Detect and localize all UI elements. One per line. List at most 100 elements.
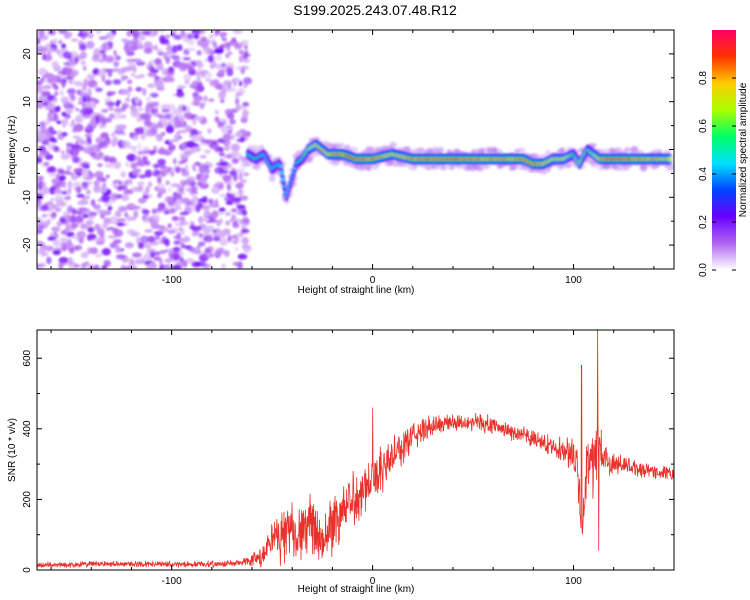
noise-blob <box>78 101 83 105</box>
noise-blob <box>206 252 215 258</box>
noise-blob <box>130 162 138 169</box>
spectrogram-x-tick-label: 0 <box>370 275 376 286</box>
noise-blob <box>211 232 217 236</box>
noise-blob <box>80 60 86 66</box>
noise-blob <box>166 166 172 174</box>
noise-blob <box>101 118 107 126</box>
noise-blob <box>51 211 57 218</box>
noise-blob <box>195 204 201 213</box>
noise-blob <box>105 101 116 107</box>
noise-blob <box>182 57 191 61</box>
noise-blob <box>120 194 130 202</box>
noise-blob <box>128 178 133 185</box>
noise-blob <box>171 264 182 269</box>
noise-blob <box>134 128 140 133</box>
noise-blob <box>137 181 145 187</box>
noise-blob <box>56 199 63 207</box>
noise-blob <box>208 198 214 206</box>
noise-blob <box>95 30 102 35</box>
noise-blob <box>135 61 146 66</box>
noise-blob <box>149 219 156 226</box>
noise-blob <box>38 67 48 76</box>
noise-blob <box>104 136 111 145</box>
noise-blob <box>214 249 221 255</box>
noise-blob <box>194 33 199 40</box>
noise-blob <box>51 178 58 184</box>
noise-blob <box>114 210 122 218</box>
noise-blob <box>73 168 83 173</box>
ridge-halo <box>511 163 518 169</box>
noise-blob <box>172 55 181 61</box>
noise-blob <box>128 145 138 150</box>
noise-blob <box>176 85 187 89</box>
noise-blob <box>216 230 227 239</box>
noise-blob <box>109 192 119 199</box>
noise-blob <box>137 142 142 151</box>
noise-blob <box>107 32 114 41</box>
noise-blob <box>161 68 168 76</box>
noise-blob <box>227 112 235 120</box>
noise-blob <box>77 90 82 95</box>
noise-blob <box>226 43 231 52</box>
noise-blob <box>113 112 121 121</box>
noise-blob <box>158 30 166 33</box>
noise-blob <box>68 92 76 99</box>
noise-blob <box>113 161 122 170</box>
noise-blob <box>151 208 157 215</box>
noise-blob <box>132 132 139 136</box>
noise-blob <box>165 206 170 215</box>
noise-blob <box>205 50 212 55</box>
noise-blob <box>89 118 97 125</box>
noise-blob <box>57 175 67 181</box>
noise-blob <box>208 98 215 103</box>
noise-blob <box>235 168 246 174</box>
noise-blob <box>219 193 227 197</box>
noise-blob <box>96 176 106 182</box>
noise-blob <box>176 91 185 98</box>
noise-blob <box>138 242 145 249</box>
snr-x-tick-label: 0 <box>370 576 376 587</box>
noise-blob <box>79 30 85 34</box>
noise-blob <box>146 96 151 103</box>
noise-blob <box>192 30 201 35</box>
noise-blob <box>179 186 185 194</box>
noise-blob <box>70 148 80 157</box>
noise-blob <box>202 226 211 234</box>
ridge-halo <box>441 165 447 171</box>
noise-blob <box>182 236 191 243</box>
noise-blob <box>131 252 142 258</box>
noise-blob <box>104 79 113 86</box>
noise-blob <box>198 216 204 224</box>
noise-blob <box>218 183 224 191</box>
noise-blob <box>190 129 199 137</box>
noise-blob <box>94 170 104 179</box>
noise-blob <box>84 142 90 150</box>
noise-blob <box>235 182 244 189</box>
noise-blob <box>146 247 156 254</box>
noise-blob <box>67 239 72 248</box>
noise-blob <box>241 223 247 229</box>
noise-blob <box>159 38 170 45</box>
noise-blob <box>128 204 135 208</box>
noise-blob <box>170 76 175 83</box>
noise-blob <box>95 254 102 258</box>
noise-blob <box>155 234 161 240</box>
noise-blob <box>171 216 179 222</box>
ridge-halo <box>624 146 631 153</box>
snr-y-tick-label: 400 <box>22 420 33 437</box>
noise-blob <box>94 264 100 269</box>
noise-blob <box>118 114 127 119</box>
noise-blob <box>226 154 232 159</box>
noise-blob <box>137 197 147 204</box>
noise-blob <box>196 50 202 56</box>
noise-blob <box>185 258 194 264</box>
ridge-halo <box>557 147 566 154</box>
noise-blob <box>86 136 92 145</box>
noise-blob <box>192 119 197 125</box>
noise-blob <box>92 70 98 74</box>
noise-blob <box>47 166 57 173</box>
noise-blob <box>156 175 162 184</box>
noise-blob <box>86 40 95 49</box>
noise-blob <box>154 186 159 192</box>
noise-blob <box>83 31 88 38</box>
